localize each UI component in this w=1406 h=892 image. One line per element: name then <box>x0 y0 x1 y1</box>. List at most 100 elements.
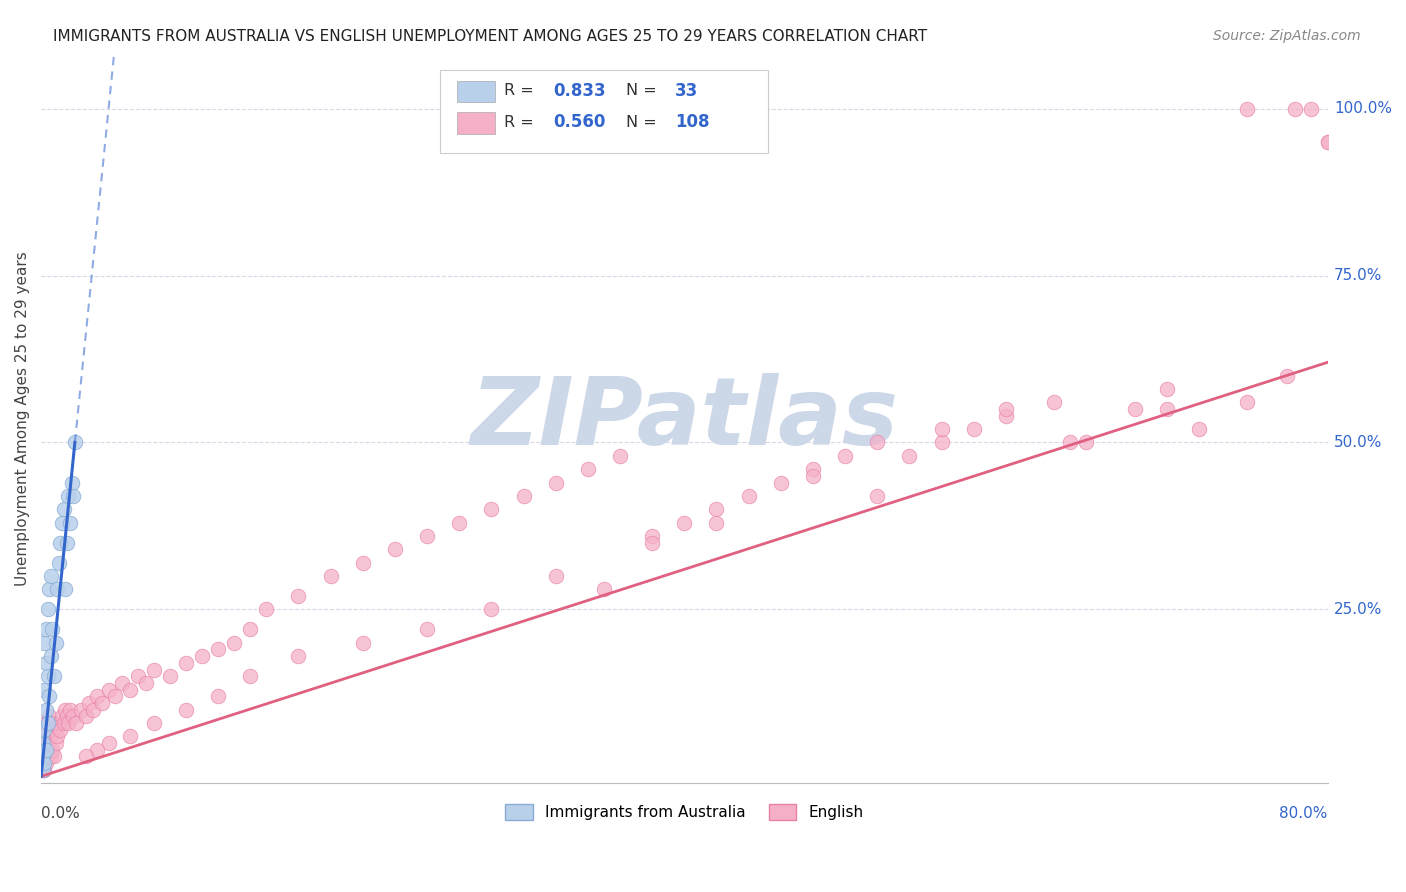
Point <box>1156 382 1178 396</box>
FancyBboxPatch shape <box>457 80 495 103</box>
Point <box>38 742 60 756</box>
Point <box>1301 102 1323 116</box>
Point <box>416 623 439 637</box>
Point <box>60 475 83 490</box>
Point <box>35 702 58 716</box>
Point <box>544 475 567 490</box>
Point <box>86 742 108 756</box>
Point <box>706 516 728 530</box>
Point <box>963 422 986 436</box>
Point <box>56 709 79 723</box>
Point <box>609 449 631 463</box>
Point <box>82 702 104 716</box>
Text: IMMIGRANTS FROM AUSTRALIA VS ENGLISH UNEMPLOYMENT AMONG AGES 25 TO 29 YEARS CORR: IMMIGRANTS FROM AUSTRALIA VS ENGLISH UNE… <box>53 29 928 44</box>
Text: 0.833: 0.833 <box>553 82 606 100</box>
Point <box>37 715 59 730</box>
Point <box>191 649 214 664</box>
Point <box>38 582 60 597</box>
FancyBboxPatch shape <box>440 70 768 153</box>
Point <box>127 669 149 683</box>
Point <box>110 676 132 690</box>
Point <box>576 462 599 476</box>
Point <box>31 749 53 764</box>
Point <box>39 729 62 743</box>
Text: 75.0%: 75.0% <box>1334 268 1382 283</box>
Point <box>48 715 70 730</box>
Text: Source: ZipAtlas.com: Source: ZipAtlas.com <box>1213 29 1361 43</box>
Point <box>31 763 53 777</box>
Point <box>37 602 59 616</box>
Point <box>287 589 309 603</box>
Point <box>352 636 374 650</box>
Point <box>39 569 62 583</box>
Point <box>931 435 953 450</box>
Point <box>34 763 56 777</box>
Point <box>46 582 69 597</box>
Point <box>1043 395 1066 409</box>
Point <box>866 489 889 503</box>
Point <box>593 582 616 597</box>
Point <box>34 749 56 764</box>
Point <box>45 736 67 750</box>
Point <box>70 702 93 716</box>
Point <box>512 489 534 503</box>
Point <box>35 756 58 770</box>
Point <box>174 656 197 670</box>
Point <box>49 535 72 549</box>
Text: R =: R = <box>505 114 538 129</box>
Point <box>769 475 792 490</box>
Point <box>46 729 69 743</box>
Point <box>97 736 120 750</box>
Y-axis label: Unemployment Among Ages 25 to 29 years: Unemployment Among Ages 25 to 29 years <box>15 252 30 586</box>
Text: 108: 108 <box>675 113 710 131</box>
Point <box>63 435 86 450</box>
Point <box>53 702 76 716</box>
Legend: Immigrants from Australia, English: Immigrants from Australia, English <box>499 798 869 826</box>
Point <box>51 709 73 723</box>
Point <box>42 723 65 737</box>
Point <box>35 742 58 756</box>
Point <box>239 623 262 637</box>
Point <box>1316 135 1339 149</box>
Point <box>479 602 502 616</box>
Point <box>58 715 80 730</box>
Point <box>1316 135 1339 149</box>
Point <box>59 702 82 716</box>
Point <box>287 649 309 664</box>
Point <box>53 582 76 597</box>
Point <box>41 623 63 637</box>
Point <box>135 676 157 690</box>
Point <box>142 663 165 677</box>
Text: 80.0%: 80.0% <box>1279 806 1327 822</box>
Point <box>31 736 53 750</box>
Text: N =: N = <box>627 114 662 129</box>
Point <box>48 556 70 570</box>
Point <box>1277 368 1299 383</box>
Point <box>34 723 56 737</box>
Point <box>1076 435 1098 450</box>
Point <box>91 696 114 710</box>
Point <box>142 715 165 730</box>
Point <box>1156 402 1178 417</box>
Point <box>79 696 101 710</box>
Point <box>222 636 245 650</box>
Point <box>118 682 141 697</box>
Point <box>641 529 664 543</box>
Text: R =: R = <box>505 83 538 98</box>
Point <box>449 516 471 530</box>
Point <box>49 723 72 737</box>
Point <box>59 516 82 530</box>
Point <box>39 749 62 764</box>
Point <box>1236 395 1258 409</box>
Point <box>898 449 921 463</box>
Point <box>31 763 53 777</box>
Point <box>35 736 58 750</box>
Point <box>737 489 759 503</box>
Text: 0.0%: 0.0% <box>41 806 80 822</box>
Point <box>34 729 56 743</box>
Point <box>75 749 97 764</box>
FancyBboxPatch shape <box>457 112 495 134</box>
Point <box>159 669 181 683</box>
Point <box>834 449 856 463</box>
Point <box>56 535 79 549</box>
